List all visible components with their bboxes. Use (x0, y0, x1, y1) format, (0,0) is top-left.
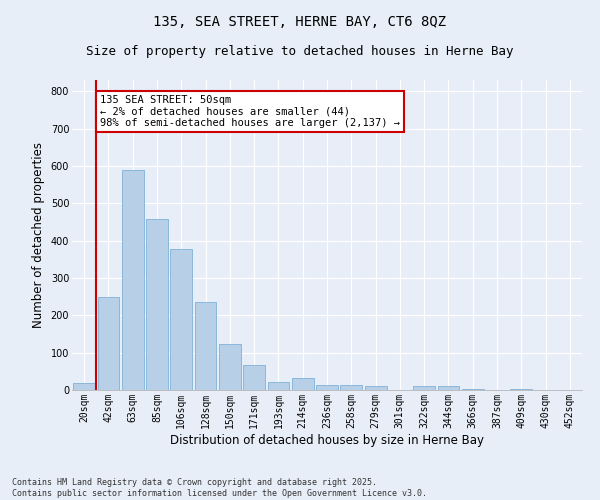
Bar (194, 302, 217, 390)
Y-axis label: Number of detached properties: Number of detached properties (32, 142, 45, 328)
Bar (462, 388, 484, 390)
Bar (170, 249, 192, 390)
X-axis label: Distribution of detached houses by size in Herne Bay: Distribution of detached houses by size … (170, 434, 484, 446)
Text: 135, SEA STREET, HERNE BAY, CT6 8QZ: 135, SEA STREET, HERNE BAY, CT6 8QZ (154, 15, 446, 29)
Bar (413, 386, 435, 390)
Text: Size of property relative to detached houses in Herne Bay: Size of property relative to detached ho… (86, 45, 514, 58)
Bar (437, 386, 460, 390)
Bar (219, 344, 241, 390)
Bar (97, 296, 119, 390)
Bar (146, 219, 168, 390)
Bar (268, 382, 289, 390)
Bar (73, 384, 95, 390)
Text: 135 SEA STREET: 50sqm
← 2% of detached houses are smaller (44)
98% of semi-detac: 135 SEA STREET: 50sqm ← 2% of detached h… (100, 95, 400, 128)
Bar (316, 385, 338, 390)
Bar (365, 386, 386, 390)
Bar (511, 388, 532, 390)
Bar (122, 170, 143, 390)
Bar (243, 364, 265, 390)
Bar (292, 378, 314, 390)
Bar (340, 385, 362, 390)
Text: Contains HM Land Registry data © Crown copyright and database right 2025.
Contai: Contains HM Land Registry data © Crown c… (12, 478, 427, 498)
